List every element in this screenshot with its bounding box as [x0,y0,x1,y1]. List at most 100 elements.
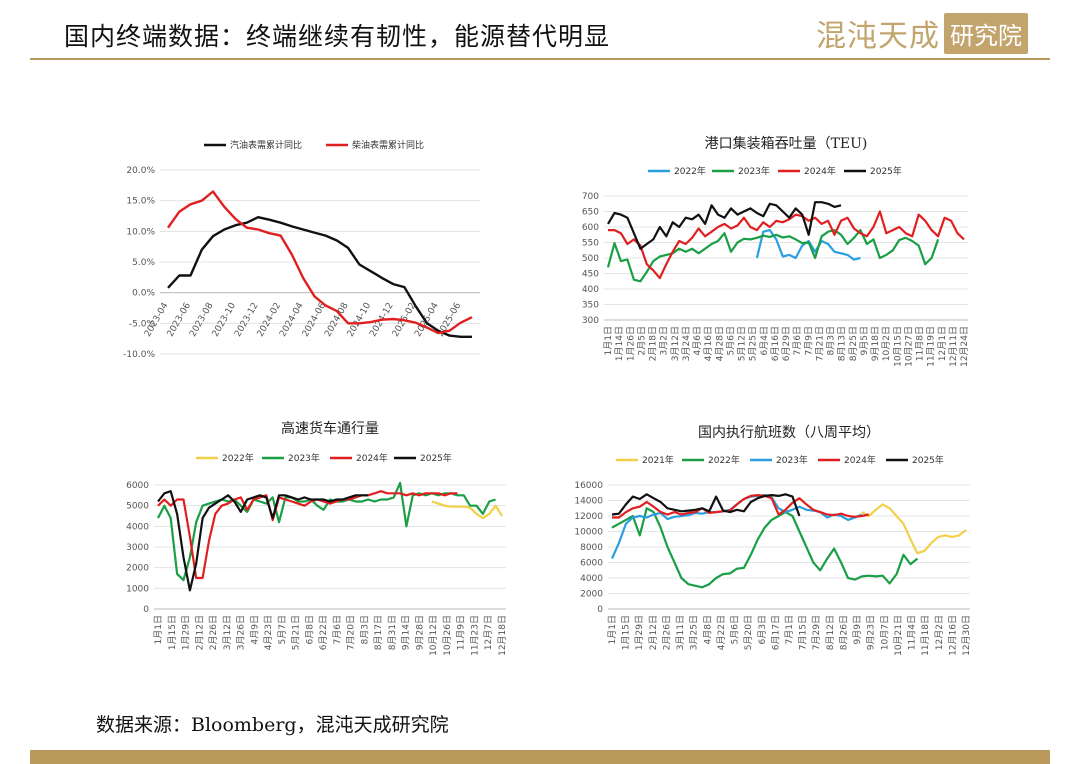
legend-label: 2025年 [870,165,902,177]
x-tick-label: 2月5日 [636,326,647,355]
y-tick-label: 10000 [574,528,603,538]
x-tick-label: 6月3日 [757,615,768,644]
x-tick-label: 11月8日 [915,326,926,361]
y-tick-label: 400 [582,285,599,295]
x-tick-label: 8月25日 [848,326,859,361]
legend-label: 2021年 [642,454,674,466]
x-tick-label: 9月28日 [414,615,425,650]
y-tick-label: 650 [582,208,599,218]
x-tick-label: 1月1日 [607,615,618,644]
y-tick-label: 2000 [580,590,603,600]
x-tick-label: 8月3日 [359,615,370,644]
x-tick-label: 1月1日 [603,326,614,355]
series-line [606,228,940,283]
page-title: 国内终端数据：终端继续有韧性，能源替代明显 [64,22,611,51]
legend-label: 2024年 [844,454,876,466]
y-tick-label: 12000 [574,512,603,522]
x-tick-label: 4月28日 [714,326,725,361]
header-rule [30,58,1050,60]
x-tick-label: 4月8日 [702,615,713,644]
legend-label: 2022年 [674,165,706,177]
y-tick-label: 6000 [580,559,603,569]
x-tick-label: 5月20日 [743,615,754,650]
x-tick-label: 9月5日 [859,326,870,355]
x-tick-label: 7月1日 [784,615,795,644]
x-tick-label: 7月6日 [332,615,343,644]
series-line [608,210,965,280]
legend-label: 汽油表需累计同比 [230,139,302,151]
legend-label: 柴油表需累计同比 [352,139,424,151]
y-tick-label: 300 [582,316,599,326]
x-tick-label: 10月27日 [903,326,914,367]
x-tick-label: 8月3日 [826,326,837,355]
x-tick-label: 12月18日 [497,615,508,656]
series-line [611,493,801,517]
series-line [157,481,496,582]
x-tick-label: 6月16日 [770,326,781,361]
y-tick-label: 450 [582,270,599,280]
x-tick-label: 11月9日 [456,615,467,650]
x-tick-label: 7月29日 [811,615,822,650]
chart-diesel-gasoline-yoy: 汽油表需累计同比 柴油表需累计同比 20.0% 15.0% 10.0% 5.0% 0.0% -… [123,139,480,360]
chart-port-container-throughput: 港口集装箱吞吐量（TEU) 2022年 2023年 2024年 2025年 700 650 6… [582,135,970,367]
brand-logo: 混沌天成 研究院 [816,12,1028,54]
y-tick-label: -5.0% [129,319,156,329]
x-tick-label: 9月14日 [401,615,412,650]
x-tick-label: 6月29日 [781,326,792,361]
x-tick-label: 6月4日 [759,326,770,355]
x-tick-label: 4月16日 [703,326,714,361]
x-tick-label: 10月7日 [879,615,890,650]
y-tick-label: 0 [143,605,149,615]
x-tick-label: 2月18日 [648,326,659,361]
chart-domestic-flights: 国内执行航班数（八周平均） 2021年 2022年 2023年 2024年 2025年 16… [574,425,972,656]
legend-label: 2025年 [912,454,944,466]
series-line [611,507,919,589]
legend-label: 2022年 [708,454,740,466]
x-tick-label: 12月7日 [483,615,494,650]
x-tick-label: 5月6日 [725,326,736,355]
x-tick-label: 8月13日 [837,326,848,361]
x-tick-label: 3月2日 [659,326,670,355]
y-tick-label: 600 [582,223,599,233]
x-tick-label: 5月25日 [748,326,759,361]
chart-title: 高速货车通行量 [281,420,379,437]
series-line [612,493,870,519]
x-tick-label: 3月12日 [222,615,233,650]
x-tick-label: 12月1日 [937,326,948,361]
x-tick-label: 10月15日 [892,326,903,367]
x-tick-label: 1月15日 [167,615,178,650]
x-tick-label: 7月21日 [814,326,825,361]
x-tick-label: 2月26日 [208,615,219,650]
x-tick-label: 6月22日 [318,615,329,650]
legend-label: 2023年 [738,165,770,177]
x-tick-label: 1月15日 [621,615,632,650]
x-tick-label: 7月20日 [346,615,357,650]
x-tick-label: 8月26日 [838,615,849,650]
y-tick-label: 5000 [126,502,149,512]
x-tick-label: 3月24日 [681,326,692,361]
x-tick-label: 5月7日 [277,615,288,644]
y-tick-label: 14000 [574,497,603,507]
x-tick-label: 12月24日 [959,326,970,367]
x-tick-label: 10月26日 [442,615,453,656]
y-tick-label: 550 [582,239,599,249]
series-line [167,215,472,339]
x-tick-label: 12月2日 [934,615,945,650]
x-tick-label: 8月17日 [373,615,384,650]
x-tick-label: 9月23日 [866,615,877,650]
chart-title: 港口集装箱吞吐量（TEU) [705,135,868,152]
y-tick-label: 0.0% [132,289,155,299]
y-tick-label: 500 [582,254,599,264]
x-tick-label: 10月21日 [893,615,904,656]
legend-label: 2022年 [222,452,254,464]
series-line [607,201,842,250]
legend-label: 2023年 [288,452,320,464]
x-tick-label: 1月26日 [625,326,636,361]
y-tick-label: 20.0% [126,166,155,176]
x-tick-label: 1月14日 [614,326,625,361]
series-line [167,190,473,335]
series-line [157,490,369,592]
y-tick-label: 6000 [126,481,149,491]
x-tick-label: 11月18日 [920,615,931,656]
series-line [431,500,503,520]
